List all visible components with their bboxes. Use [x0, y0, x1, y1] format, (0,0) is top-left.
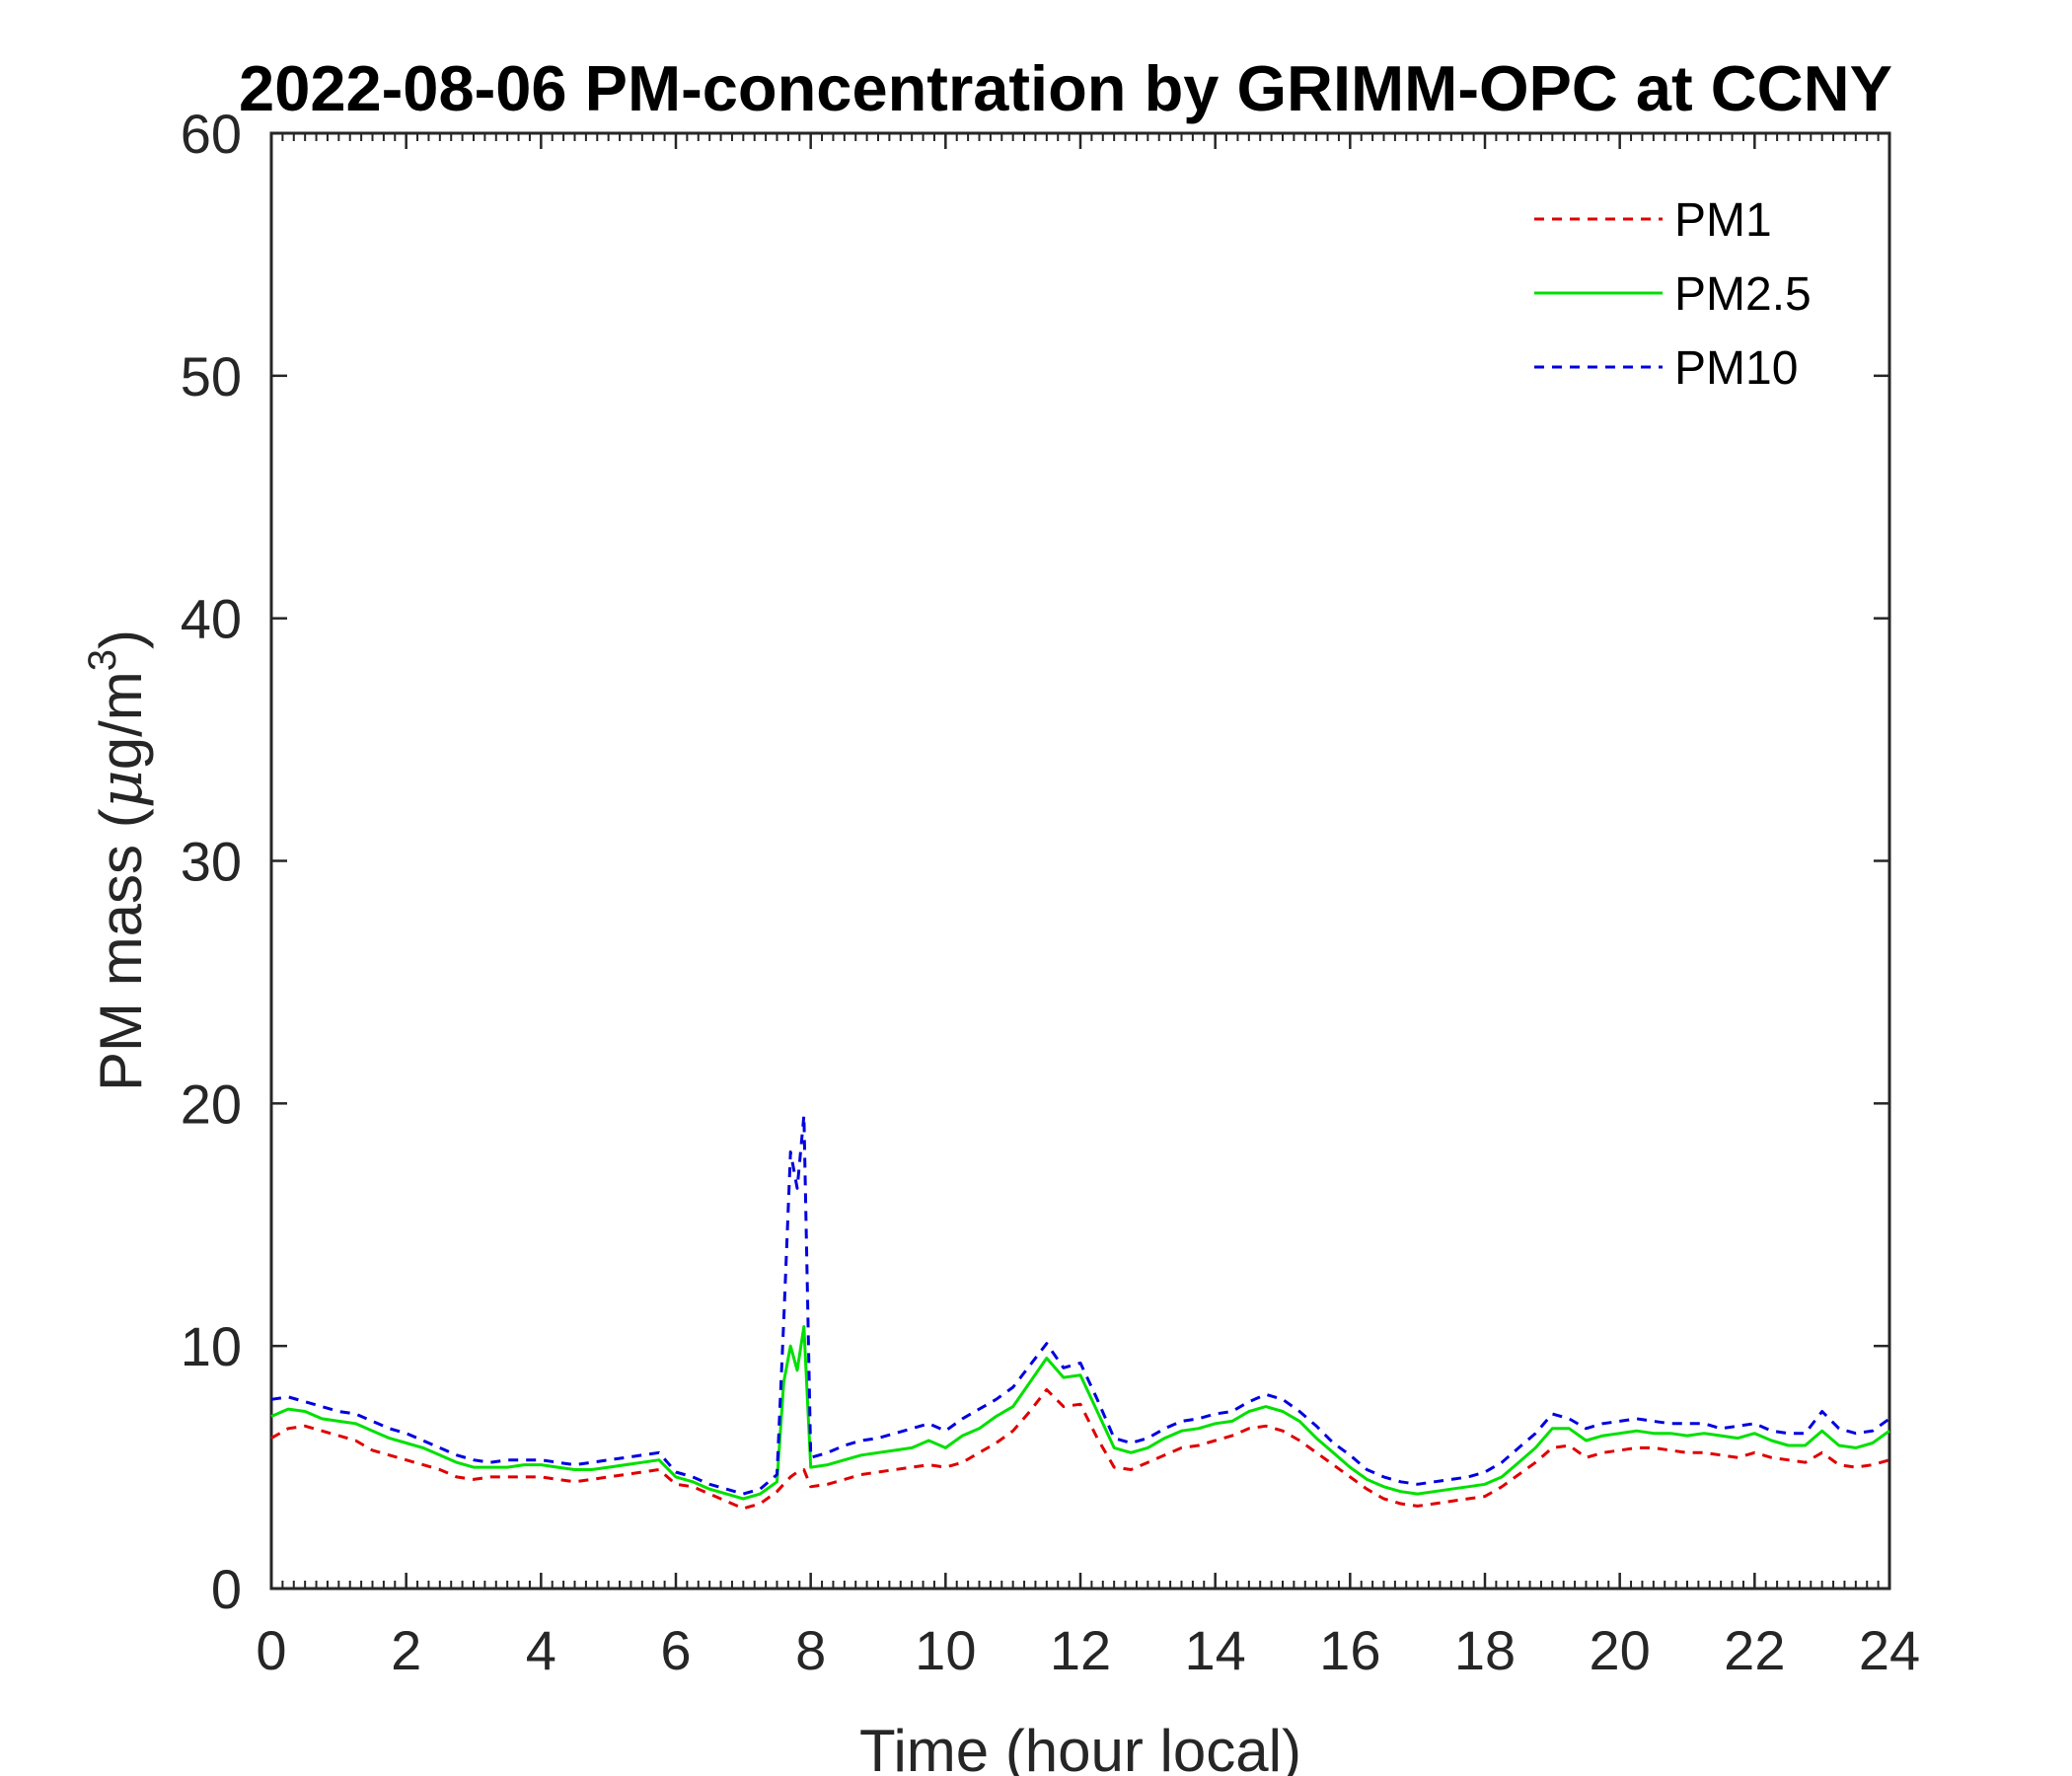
y-tick-labels: 0 10 20 30 40 50 60	[181, 103, 242, 1620]
y-axis-label-superscript: 3	[81, 649, 124, 671]
y-axis-label-mu: μ	[87, 770, 156, 808]
y-axis-label-close: )	[88, 629, 154, 649]
y-tick-label: 60	[181, 103, 242, 165]
series-line-pm1	[270, 1387, 1890, 1511]
x-tick-label: 20	[1590, 1619, 1651, 1681]
series-line-pm10	[270, 1114, 1890, 1496]
minor-ticks	[281, 133, 1880, 1589]
y-tick-label: 20	[181, 1073, 242, 1135]
y-tick-label: 10	[181, 1315, 242, 1377]
x-tick-label: 24	[1859, 1619, 1920, 1681]
x-tick-label: 4	[526, 1619, 556, 1681]
chart-title: 2022-08-06 PM-concentration by GRIMM-OPC…	[239, 52, 1892, 124]
x-tick-label: 0	[256, 1619, 286, 1681]
legend-label-pm10: PM10	[1674, 342, 1798, 395]
y-axis-label-unit: g/m	[88, 671, 154, 770]
legend-label-pm1: PM1	[1674, 194, 1772, 247]
x-tick-label: 14	[1185, 1619, 1246, 1681]
x-tick-label: 18	[1454, 1619, 1516, 1681]
series-line-pm2-5	[270, 1325, 1890, 1501]
y-tick-label: 40	[181, 588, 242, 650]
major-ticks	[269, 131, 1891, 1591]
x-tick-label: 16	[1319, 1619, 1380, 1681]
series-layer	[270, 1114, 1890, 1511]
x-axis-label: Time (hour local)	[859, 1718, 1301, 1776]
legend-label-pm2-5: PM2.5	[1674, 268, 1812, 321]
axes-box	[269, 131, 1891, 1591]
y-axis-label: PM mass (μg/m3)	[81, 629, 156, 1091]
y-axis-label-main: PM mass (	[88, 808, 154, 1091]
x-tick-label: 12	[1050, 1619, 1111, 1681]
x-tick-label: 6	[660, 1619, 691, 1681]
x-tick-labels: 0 2 4 6 8 10 12 14 16 18 20 22 24	[256, 1619, 1920, 1681]
x-tick-label: 22	[1724, 1619, 1785, 1681]
y-tick-label: 50	[181, 345, 242, 407]
x-tick-label: 10	[915, 1619, 976, 1681]
x-tick-label: 2	[391, 1619, 421, 1681]
x-tick-label: 8	[795, 1619, 826, 1681]
y-tick-label: 30	[181, 831, 242, 893]
legend: PM1 PM2.5 PM10	[1534, 194, 1812, 395]
y-tick-label: 0	[211, 1558, 242, 1620]
